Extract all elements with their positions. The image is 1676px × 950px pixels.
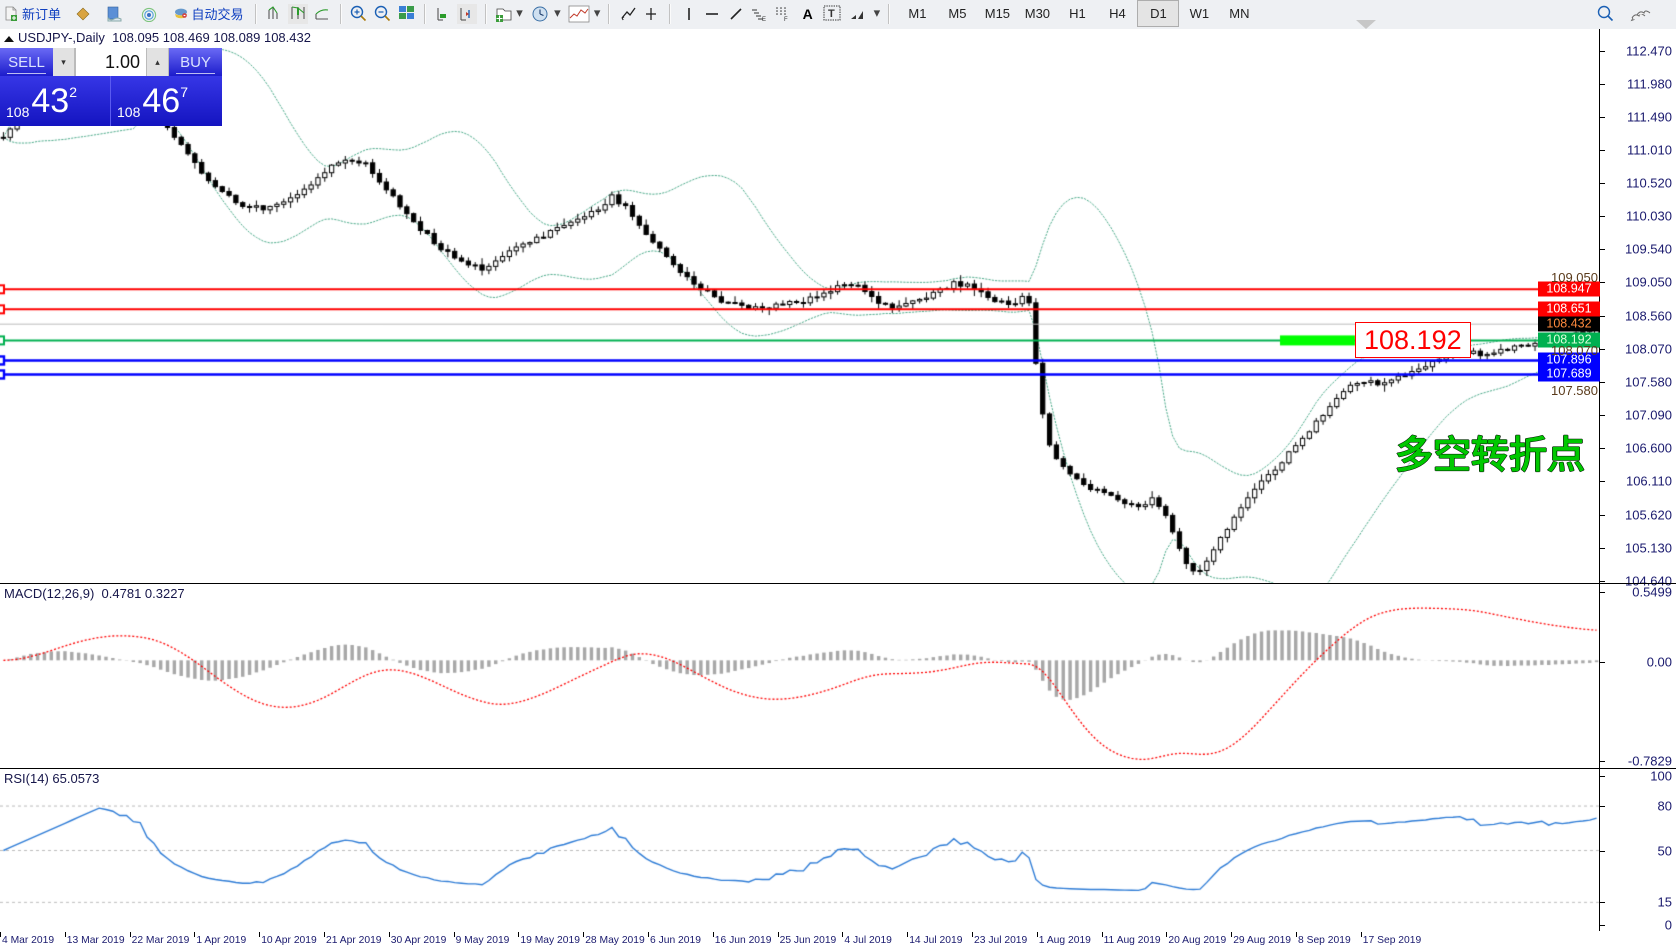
- svg-text:T: T: [828, 8, 835, 20]
- svg-text:E: E: [762, 17, 766, 23]
- svg-text:F: F: [784, 17, 788, 23]
